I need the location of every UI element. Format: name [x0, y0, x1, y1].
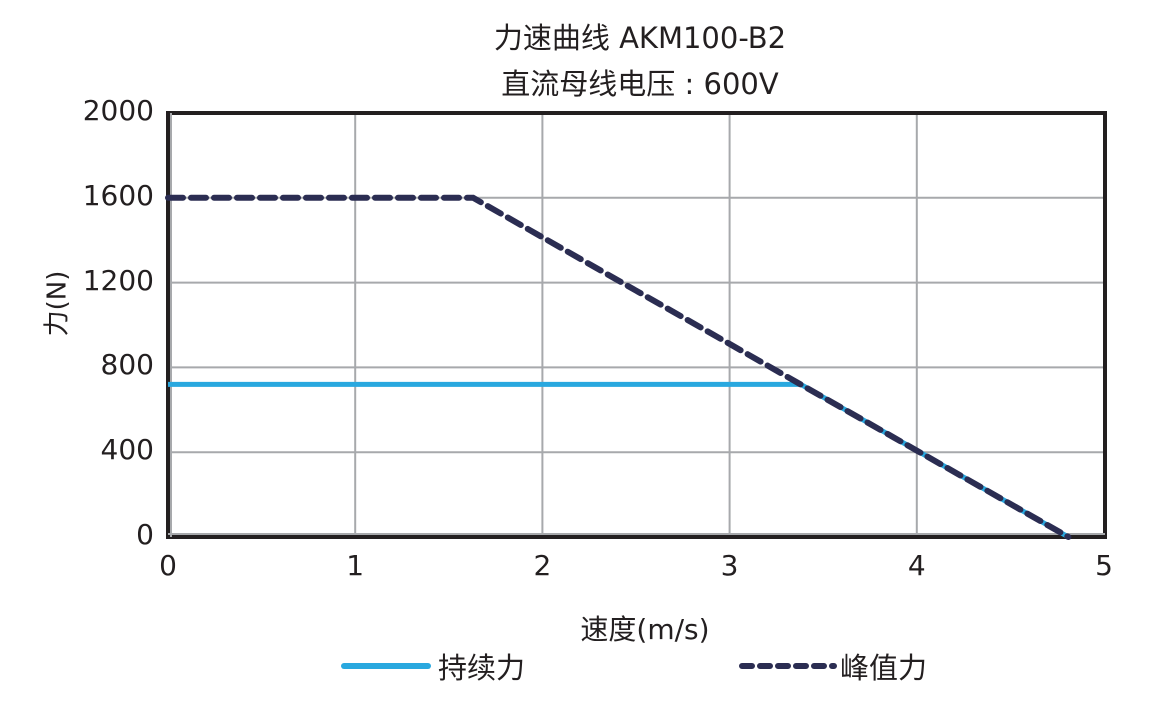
solid-line-icon [341, 663, 431, 669]
y-tick-label: 1200 [82, 263, 154, 297]
legend-item-continuous: 持续力 [340, 645, 525, 687]
x-tick-label: 3 [720, 549, 739, 582]
plot-frame [166, 111, 1107, 539]
y-tick-label: 1600 [82, 178, 154, 212]
legend-item-peak: 峰值力 [738, 645, 927, 687]
x-tick-label: 0 [159, 549, 177, 582]
y-tick-label: 2000 [82, 94, 154, 127]
dashed-line-icon [739, 663, 837, 669]
x-tick-label: 5 [1095, 549, 1113, 582]
peak-force-line [165, 194, 1072, 540]
x-tick-label: 4 [907, 549, 926, 582]
x-tick-label: 2 [533, 549, 552, 582]
chart-subtitle: 直流母线电压 : 600V [501, 67, 779, 101]
series-layer [165, 194, 1072, 540]
chart-title: 力速曲线 AKM100-B2 [493, 21, 787, 55]
gridlines [168, 113, 1104, 537]
y-tick-label: 0 [136, 518, 154, 551]
legend-label-continuous: 持续力 [438, 651, 526, 685]
y-tick-label: 800 [100, 348, 154, 382]
y-tick-label: 400 [100, 433, 154, 467]
x-axis-label: 速度(m/s) [580, 613, 710, 646]
legend-label-peak: 峰值力 [840, 651, 928, 685]
x-tick-label: 1 [346, 549, 365, 582]
y-axis-label: 力(N) [42, 270, 73, 337]
